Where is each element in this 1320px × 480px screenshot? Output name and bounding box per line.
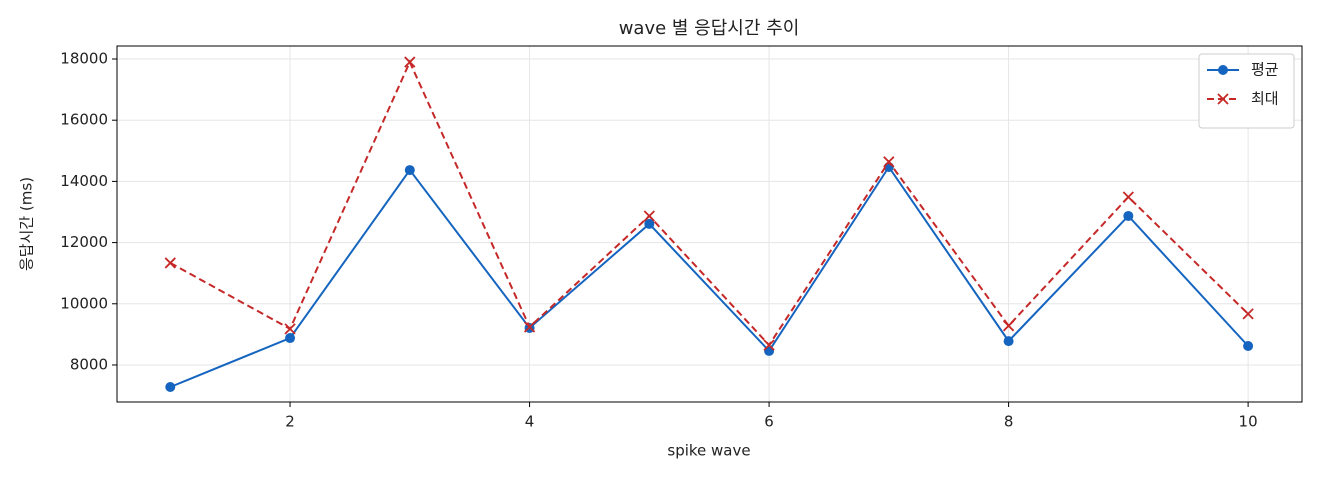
y-tick-label: 14000 [60, 172, 108, 190]
marker [1217, 93, 1229, 105]
marker [1123, 210, 1134, 221]
marker-cross [164, 257, 176, 269]
y-axis-label: 응답시간 (ms) [18, 177, 36, 271]
marker-cross [1242, 308, 1254, 320]
marker-cross [523, 321, 536, 333]
series-line [169, 59, 1249, 347]
x-tick-label: 2 [285, 413, 295, 431]
marker [284, 323, 296, 335]
x-axis-label: spike wave [667, 442, 750, 460]
legend-box [1198, 53, 1295, 129]
marker-cross [1002, 320, 1015, 332]
marker [1243, 341, 1254, 352]
legend-label: 최대 [1251, 90, 1279, 108]
marker-cross [763, 339, 775, 351]
series-line [169, 165, 1249, 388]
y-tick-label: 8000 [70, 355, 108, 373]
marker [763, 339, 775, 351]
marker [404, 56, 416, 68]
marker [644, 218, 655, 229]
marker [404, 165, 415, 176]
marker [883, 156, 895, 168]
y-tick-label: 16000 [60, 111, 108, 129]
marker-cross [643, 210, 655, 222]
marker [1242, 308, 1254, 320]
marker [1003, 336, 1014, 347]
marker [1002, 320, 1015, 332]
marker [1218, 65, 1228, 75]
marker [1122, 191, 1134, 203]
marker [523, 321, 536, 333]
legend-label: 평균 [1251, 61, 1279, 79]
marker [285, 333, 296, 344]
x-tick-label: 10 [1239, 413, 1258, 431]
marker [643, 210, 655, 222]
marker-cross [1217, 93, 1229, 105]
marker [164, 257, 176, 269]
x-tick-label: 4 [525, 413, 535, 431]
x-tick-label: 6 [764, 413, 774, 431]
y-tick-label: 18000 [60, 50, 108, 68]
marker-cross [1122, 191, 1134, 203]
plot-frame [116, 45, 1303, 403]
marker [165, 382, 176, 393]
x-tick-label: 8 [1004, 413, 1014, 431]
marker-cross [883, 156, 895, 168]
marker-cross [404, 56, 416, 68]
y-tick-label: 10000 [60, 294, 108, 312]
marker-cross [284, 323, 296, 335]
y-tick-label: 12000 [60, 233, 108, 251]
chart-title: wave 별 응답시간 추이 [619, 18, 800, 39]
